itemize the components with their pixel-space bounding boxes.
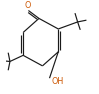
Text: O: O	[24, 1, 31, 10]
Text: OH: OH	[51, 77, 63, 86]
